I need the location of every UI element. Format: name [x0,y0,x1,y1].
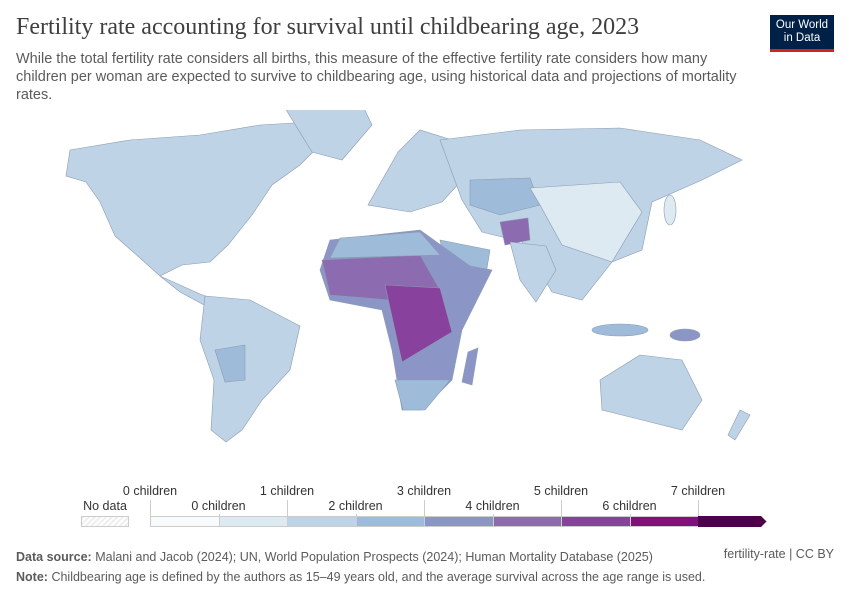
world-map[interactable] [0,110,850,470]
chart-title: Fertility rate accounting for survival u… [16,14,640,40]
legend-bin[interactable] [698,516,767,527]
legend-bin[interactable] [629,516,698,527]
chart-subtitle: While the total fertility rate considers… [16,51,737,103]
south-america[interactable] [199,295,301,443]
central-asia[interactable] [469,177,541,216]
japan[interactable] [663,194,677,226]
greenland[interactable] [285,110,373,161]
legend-bin[interactable] [218,516,287,527]
southern-africa[interactable] [394,379,451,411]
legend-no-data-label: No data [83,499,127,513]
india[interactable] [509,241,557,303]
legend-label: 2 children [328,499,383,513]
legend-label: 3 children [396,484,452,498]
north-america[interactable] [65,121,331,277]
legend-label: 4 children [465,499,520,513]
legend-bin[interactable] [492,516,561,527]
legend-no-data-swatch[interactable] [81,516,129,527]
legend-tick [629,514,631,516]
legend-label: 5 children [533,484,589,498]
footer: Data source: Malani and Jacob (2024); UN… [16,547,705,587]
legend-tick [355,514,357,516]
legend-tick [287,500,288,516]
legend-label: 6 children [602,499,657,513]
legend-tick [561,500,562,516]
australia[interactable] [599,354,703,431]
legend-tick [218,514,220,516]
legend-tick [492,514,494,516]
note-label: Note: [16,570,48,584]
legend-tick [698,500,699,516]
legend-bin[interactable] [355,516,424,527]
data-source: Malani and Jacob (2024); UN, World Popul… [95,550,653,564]
new-zealand[interactable] [727,409,751,441]
indonesia[interactable] [591,323,649,337]
north-africa[interactable] [329,231,441,259]
legend-bin[interactable] [561,516,630,527]
legend-label: 7 children [670,484,726,498]
legend-label: 0 children [122,484,178,498]
legend-label: 0 children [191,499,246,513]
legend-tick [424,500,425,516]
central-africa[interactable] [384,284,453,363]
license[interactable]: fertility-rate | CC BY [723,547,834,561]
afghanistan[interactable] [499,217,531,246]
legend-bin[interactable] [150,516,219,527]
source-label: Data source: [16,550,92,564]
madagascar[interactable] [461,347,479,386]
legend-bin[interactable] [287,516,356,527]
note: Childbearing age is defined by the autho… [51,570,706,584]
china[interactable] [529,181,643,263]
legend: No data 0 children 0 children 1 children 2 … [0,480,850,530]
papua-new-guinea[interactable] [669,328,701,342]
legend-label: 1 children [259,484,315,498]
legend-tick [150,500,151,516]
owid-logo[interactable]: Our World in Data [770,15,834,52]
bolivia-paraguay[interactable] [214,344,246,383]
legend-bin[interactable] [424,516,493,527]
